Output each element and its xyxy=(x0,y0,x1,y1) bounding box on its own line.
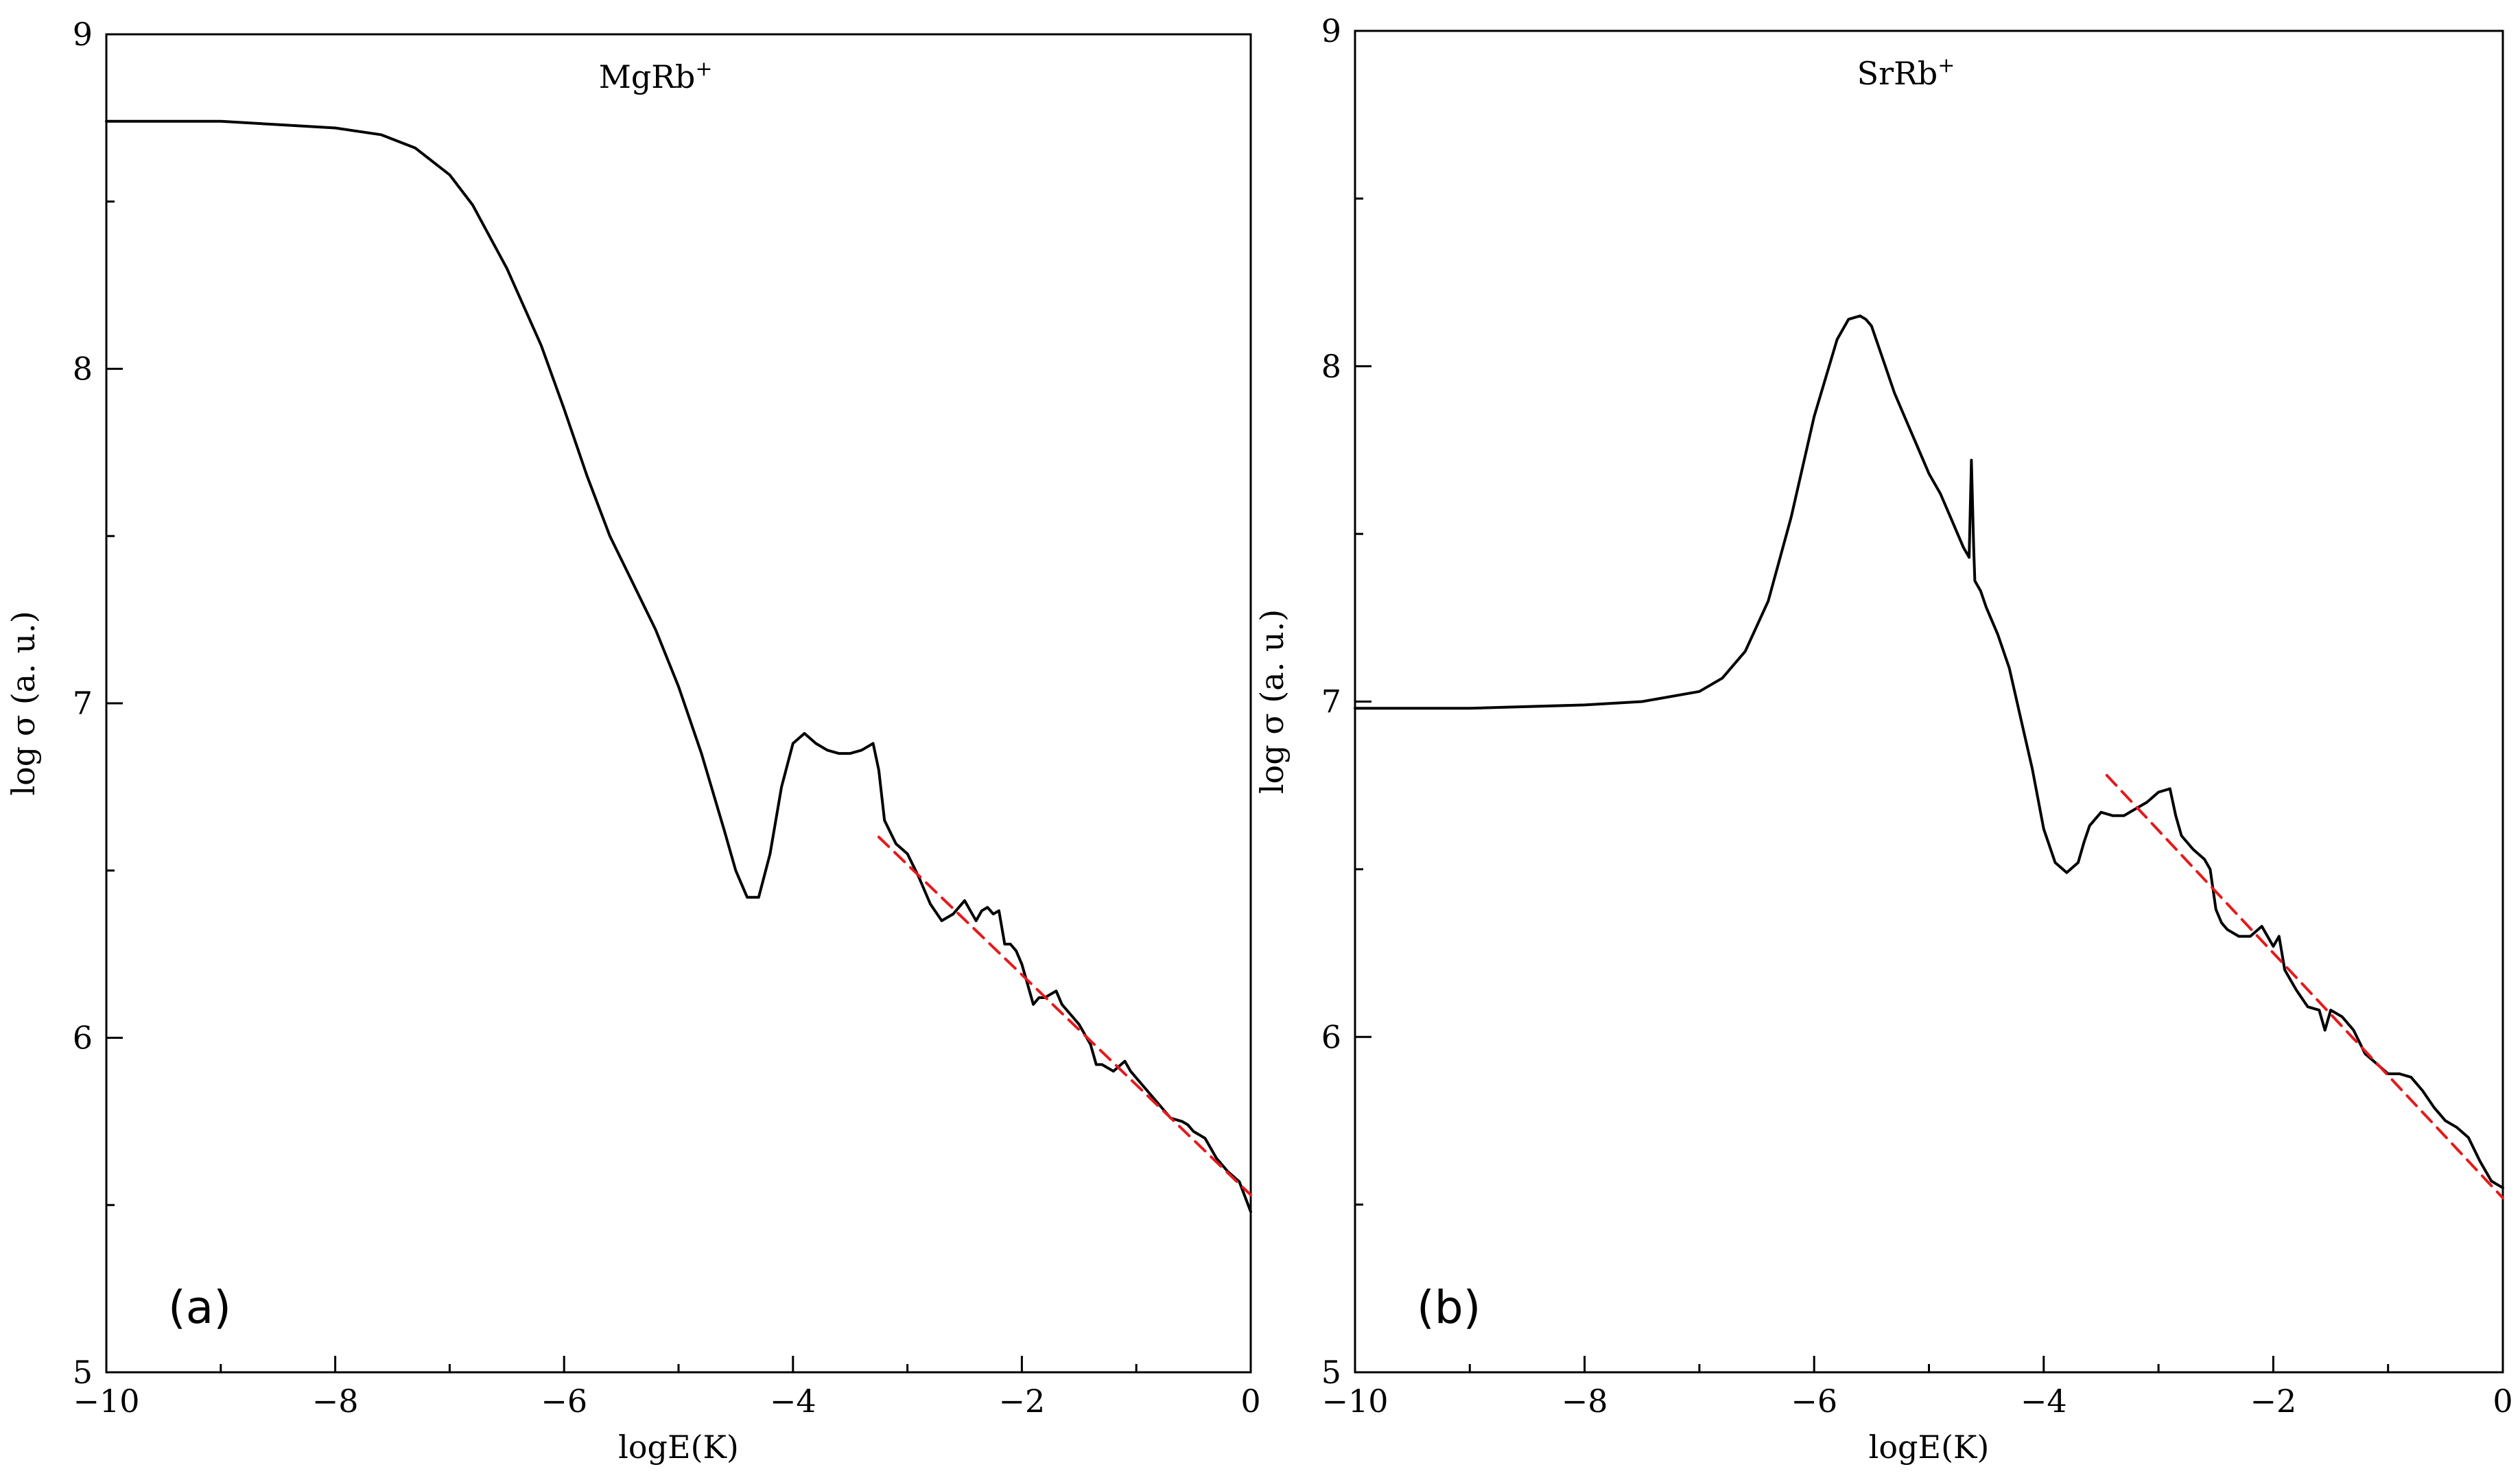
panel-a-y-tick-label: 8 xyxy=(73,351,93,388)
panel-b-ticks: −10 −8 −6 −4 −2 0 5 6 7 8 9 xyxy=(1321,12,2513,1420)
panel-b-y-tick-label: 9 xyxy=(1321,12,1341,49)
panel-a-y-tick-label: 6 xyxy=(73,1020,93,1057)
panel-a: −10 −8 −6 −4 −2 0 5 6 7 8 9 MgRb+ (a) logE(K) log … xyxy=(5,16,1261,1466)
panel-a-x-tick-label: 0 xyxy=(1240,1383,1260,1420)
panel-b-title-text: SrRb xyxy=(1857,55,1938,92)
panel-b-y-tick-label: 6 xyxy=(1321,1018,1341,1055)
panel-b-x-tick-label: −4 xyxy=(2021,1383,2067,1420)
panel-a-series xyxy=(105,119,1252,1213)
panel-a-title: MgRb+ xyxy=(599,57,713,95)
panel-a-y-tick-label: 7 xyxy=(73,685,93,722)
panel-b-x-tick-label: −8 xyxy=(1562,1383,1608,1420)
panel-b-series xyxy=(1354,314,2504,1199)
panel-b-title-superscript: + xyxy=(1938,54,1955,78)
panel-a-x-tick-label: −10 xyxy=(73,1383,139,1420)
panel-a-x-tick-label: −2 xyxy=(998,1383,1045,1420)
panel-a-tag: (a) xyxy=(168,1281,231,1334)
panel-b-x-tick-label: 0 xyxy=(2493,1383,2512,1420)
panel-b-x-tick-label: −10 xyxy=(1321,1383,1388,1420)
panel-b-x-axis-label: logE(K) xyxy=(1869,1429,1990,1466)
panel-a-x-tick-label: −4 xyxy=(770,1383,816,1420)
panel-b-x-tick-label: −2 xyxy=(2250,1383,2296,1420)
panel-b-x-tick-label: −6 xyxy=(1791,1383,1837,1420)
panel-a-ticks: −10 −8 −6 −4 −2 0 5 6 7 8 9 xyxy=(73,16,1261,1420)
panel-b-tag: (b) xyxy=(1417,1281,1481,1334)
panel-b-y-tick-label: 7 xyxy=(1321,683,1341,720)
panel-a-x-axis-label: logE(K) xyxy=(618,1429,739,1466)
panel-b-series-linear-fit xyxy=(2105,774,2504,1199)
panel-a-y-tick-label: 9 xyxy=(73,16,93,53)
panel-a-title-superscript: + xyxy=(695,57,712,81)
panel-b-title: SrRb+ xyxy=(1857,54,1955,92)
panel-a-y-tick-label: 5 xyxy=(73,1354,93,1391)
panel-a-x-tick-label: −6 xyxy=(541,1383,587,1420)
panel-a-y-axis-label: log σ (a. u.) xyxy=(5,611,42,795)
panel-b-series-cross-section xyxy=(1354,314,2504,1190)
panel-b: −10 −8 −6 −4 −2 0 5 6 7 8 9 SrRb+ (b) logE(K) log … xyxy=(1253,12,2513,1466)
panel-b-y-axis-label: log σ (a. u.) xyxy=(1253,609,1291,794)
panel-a-series-linear-fit xyxy=(877,836,1252,1197)
panel-a-title-text: MgRb xyxy=(599,58,696,95)
panel-b-y-tick-label: 5 xyxy=(1321,1354,1341,1391)
panel-b-y-tick-label: 8 xyxy=(1321,348,1341,385)
panel-a-series-cross-section xyxy=(105,119,1252,1213)
panel-a-x-tick-label: −8 xyxy=(312,1383,359,1420)
